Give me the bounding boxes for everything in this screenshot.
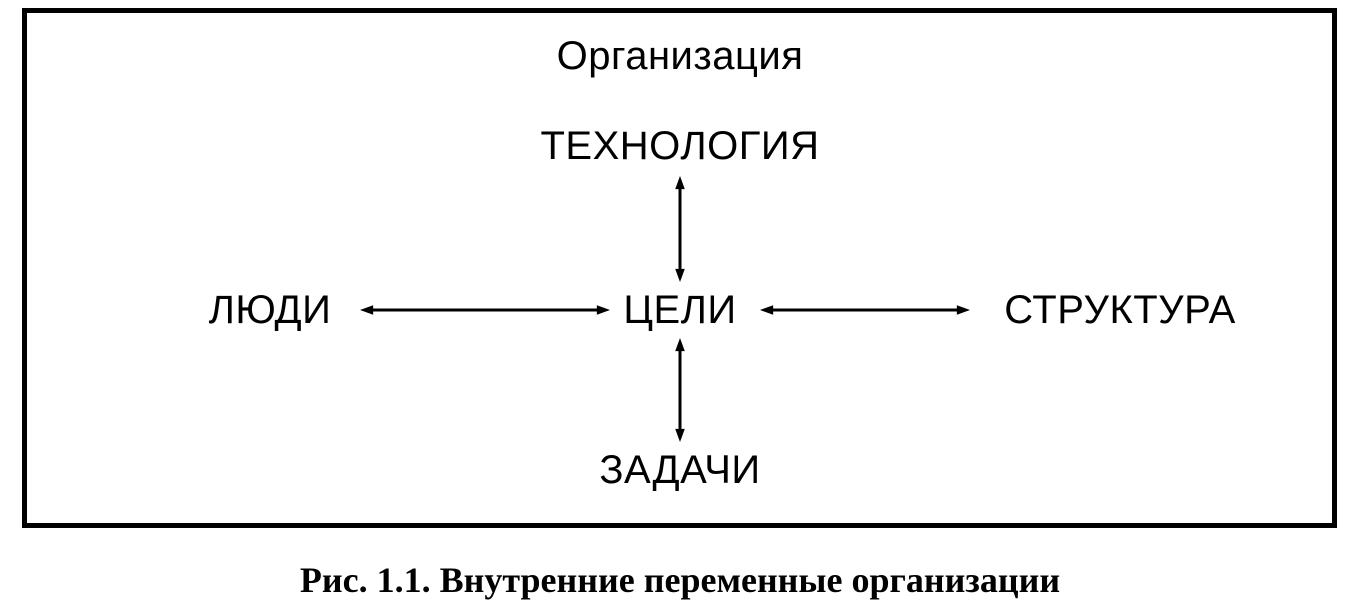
diagram-container: Организация ТЕХНОЛОГИЯ ЦЕЛИ ЛЮДИ СТРУКТУ… [0,0,1357,614]
figure-caption: Рис. 1.1. Внутренние переменные организа… [300,559,1060,601]
node-top: ТЕХНОЛОГИЯ [540,126,819,166]
node-bottom: ЗАДАЧИ [599,450,760,490]
diagram-title: Организация [557,36,804,76]
node-center: ЦЕЛИ [623,290,736,330]
node-right: СТРУКТУРА [1004,290,1236,330]
node-left: ЛЮДИ [209,290,332,330]
